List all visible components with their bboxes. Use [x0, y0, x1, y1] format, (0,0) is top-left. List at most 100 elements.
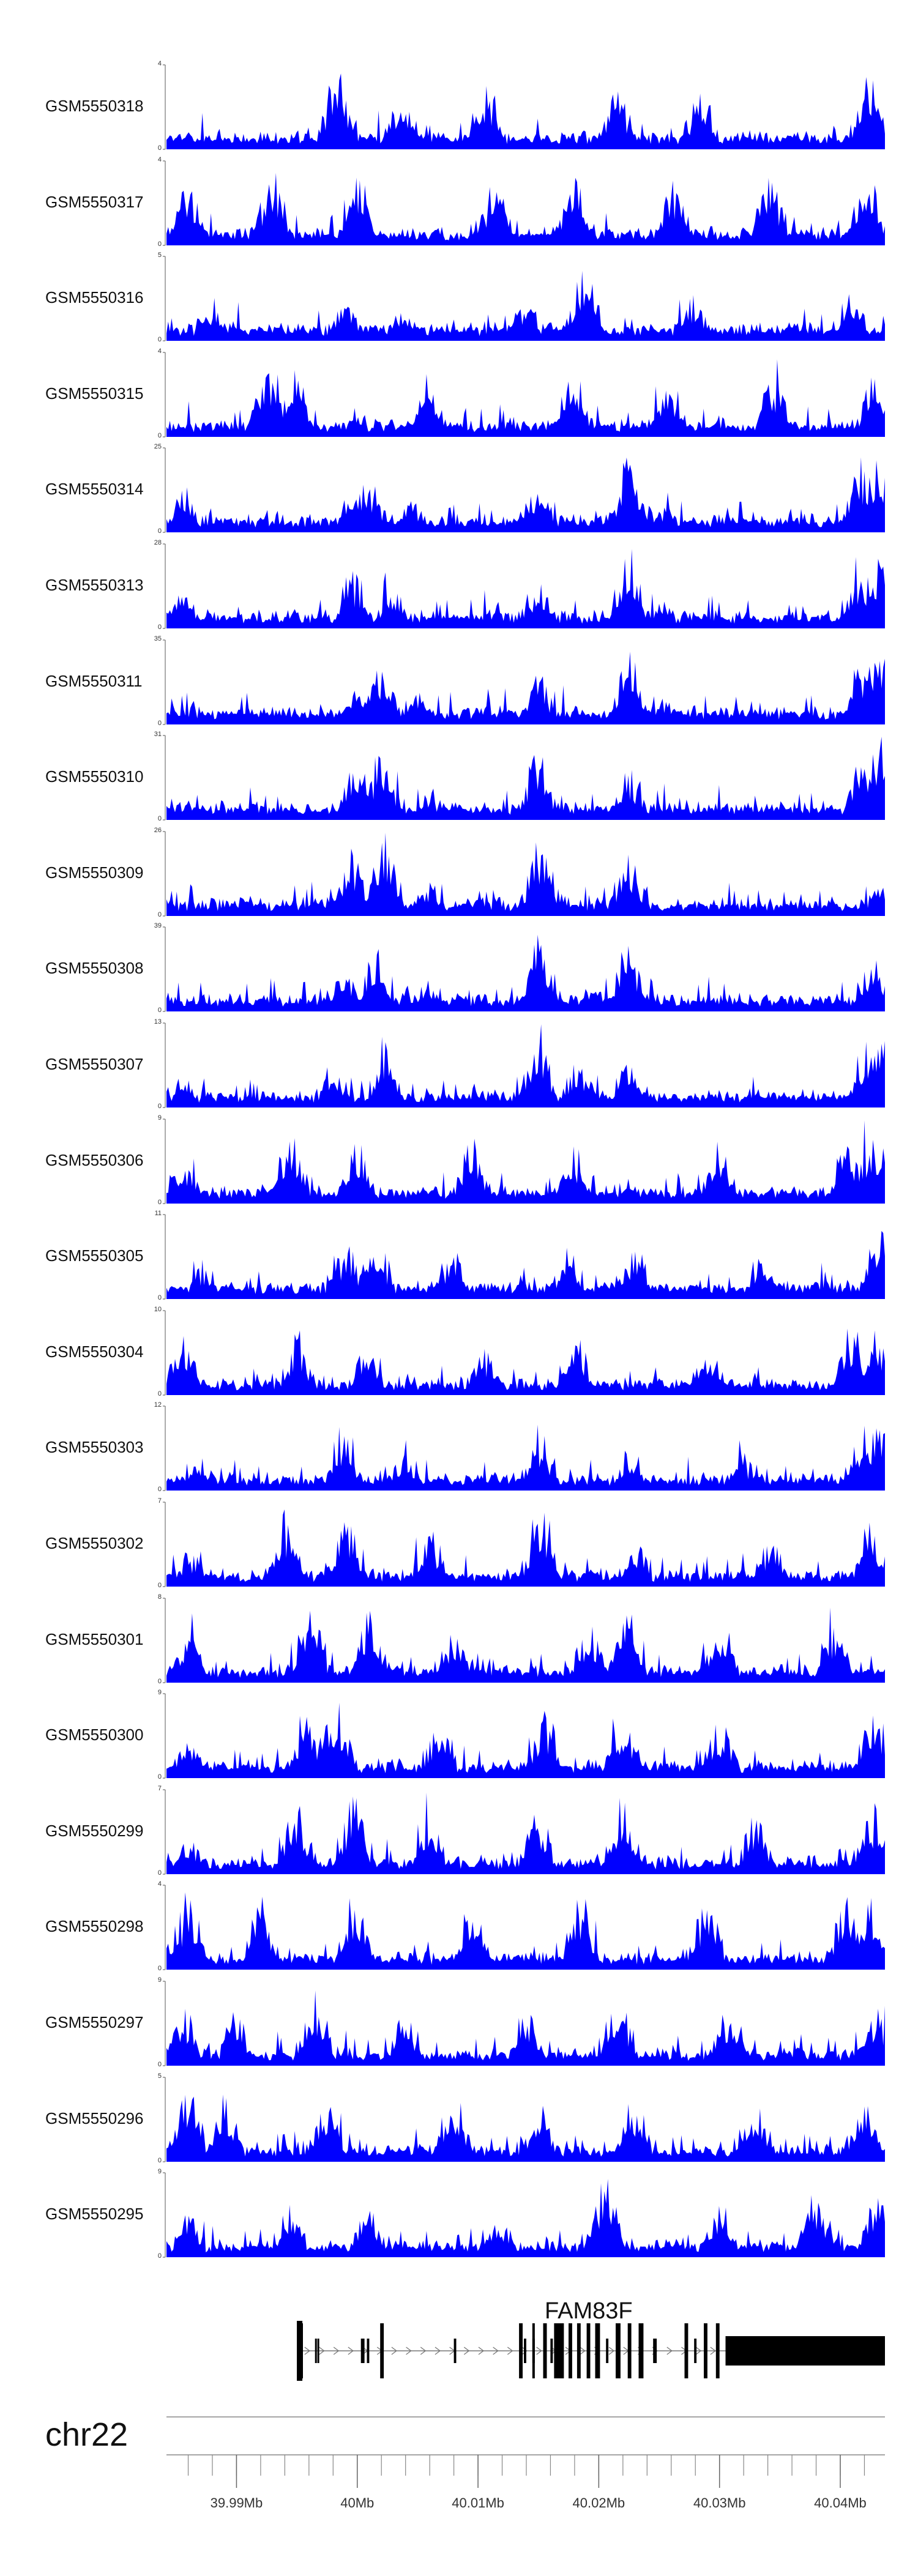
track-ymin-label: 0 [157, 144, 162, 152]
strand-arrow [710, 2347, 716, 2355]
axis-tick-label: 40.03Mb [693, 2495, 746, 2511]
exon-block [725, 2336, 885, 2366]
gene-model [297, 2321, 885, 2381]
exon-block [524, 2339, 526, 2363]
track-GSM5550297: GSM5550297 9 0 [0, 1976, 918, 2075]
track-ymax-label: 35 [154, 635, 162, 642]
strand-arrow [391, 2347, 398, 2355]
track-signal-svg [163, 2077, 885, 2162]
exon-block [543, 2323, 546, 2378]
exon-block [315, 2339, 317, 2363]
signal-area [166, 1509, 885, 1587]
track-GSM5550307: GSM5550307 13 0 [0, 1018, 918, 1117]
axis-tick-label: 39.99Mb [211, 2495, 263, 2511]
exon-block [380, 2323, 384, 2378]
gene-name-label: FAM83F [545, 2298, 633, 2324]
track-signal-svg [163, 1885, 885, 1970]
track-ymax-label: 10 [154, 1305, 162, 1313]
strand-arrow [348, 2347, 354, 2355]
exon-block [704, 2323, 707, 2378]
track-GSM5550317: GSM5550317 4 0 [0, 156, 918, 255]
track-GSM5550318: GSM5550318 4 0 [0, 60, 918, 159]
track-ymin-label: 0 [157, 431, 162, 439]
strand-arrow [319, 2347, 325, 2355]
track-GSM5550304: GSM5550304 10 0 [0, 1305, 918, 1405]
track-signal-svg [163, 447, 885, 533]
track-label: GSM5550314 [45, 480, 144, 499]
track-label: GSM5550302 [45, 1534, 144, 1552]
exon-block [532, 2323, 535, 2378]
track-ymax-label: 13 [154, 1018, 162, 1026]
track-ymin-label: 0 [157, 1869, 162, 1877]
strand-arrow [478, 2347, 485, 2355]
track-signal-svg [163, 160, 885, 246]
signal-area [166, 73, 885, 149]
track-ymax-label: 26 [154, 826, 162, 834]
track-GSM5550300: GSM5550300 9 0 [0, 1689, 918, 1788]
track-ymin-label: 0 [157, 527, 162, 535]
strand-arrow [521, 2347, 528, 2355]
track-signal-svg [163, 256, 885, 341]
signal-area [166, 270, 885, 341]
track-GSM5550295: GSM5550295 9 0 [0, 2168, 918, 2267]
strand-arrow [493, 2347, 499, 2355]
track-signal-svg [163, 1693, 885, 1779]
track-ymax-label: 4 [157, 347, 162, 355]
track-ymax-label: 28 [154, 539, 162, 546]
exon-block [616, 2323, 621, 2378]
exon-block [297, 2321, 303, 2381]
track-signal-svg [163, 1310, 885, 1396]
track-GSM5550310: GSM5550310 31 0 [0, 731, 918, 830]
signal-area [166, 1702, 885, 1779]
track-ymin-label: 0 [157, 336, 162, 344]
track-signal-svg [163, 735, 885, 821]
track-label: GSM5550316 [45, 288, 144, 307]
track-label: GSM5550311 [45, 671, 143, 690]
exon-block [569, 2323, 572, 2378]
track-ymin-label: 0 [157, 1677, 162, 1685]
track-ymax-label: 9 [157, 1689, 162, 1697]
signal-area [166, 359, 885, 437]
exon-block [577, 2323, 581, 2378]
track-label: GSM5550300 [45, 1725, 144, 1744]
track-ymax-label: 11 [154, 1210, 162, 1218]
track-label: GSM5550305 [45, 1246, 144, 1265]
genome-axis: 39.99Mb 40Mb 40.01Mb 40.02Mb 40.03Mb 40.04Mb [0, 2411, 918, 2533]
track-GSM5550299: GSM5550299 7 0 [0, 1785, 918, 1884]
track-label: GSM5550315 [45, 384, 144, 403]
signal-area [166, 1792, 885, 1874]
track-GSM5550314: GSM5550314 25 0 [0, 443, 918, 542]
chromosome-label: chr22 [45, 2416, 129, 2453]
signal-area [166, 1893, 885, 1970]
track-GSM5550308: GSM5550308 39 0 [0, 922, 918, 1021]
signal-area [166, 457, 885, 533]
track-GSM5550303: GSM5550303 12 0 [0, 1401, 918, 1500]
track-ymin-label: 0 [157, 1582, 162, 1589]
exon-block [586, 2323, 591, 2378]
track-ymin-label: 0 [157, 240, 162, 248]
track-ymax-label: 9 [157, 2168, 162, 2176]
exon-block [554, 2323, 564, 2378]
track-label: GSM5550307 [45, 1055, 144, 1073]
track-ymax-label: 7 [157, 1497, 162, 1505]
track-GSM5550316: GSM5550316 5 0 [0, 251, 918, 351]
track-signal-svg [163, 1981, 885, 2066]
track-ymax-label: 4 [157, 1880, 162, 1888]
track-signal-svg [163, 352, 885, 437]
strand-arrow [304, 2347, 310, 2355]
track-label: GSM5550296 [45, 2109, 144, 2127]
signal-area [166, 737, 885, 821]
track-label: GSM5550297 [45, 2013, 144, 2031]
track-ymax-label: 5 [157, 2072, 162, 2080]
strand-arrow [580, 2347, 586, 2355]
exon-block [627, 2323, 632, 2378]
track-ymin-label: 0 [157, 1486, 162, 1494]
track-ymin-label: 0 [157, 1103, 162, 1110]
axis-tick-label: 40.04Mb [814, 2495, 867, 2511]
track-GSM5550309: GSM5550309 26 0 [0, 826, 918, 926]
strand-arrow [420, 2347, 427, 2355]
strand-arrow [608, 2347, 615, 2355]
track-ymin-label: 0 [157, 2156, 162, 2164]
signal-area [166, 832, 885, 916]
track-GSM5550305: GSM5550305 11 0 [0, 1210, 918, 1309]
